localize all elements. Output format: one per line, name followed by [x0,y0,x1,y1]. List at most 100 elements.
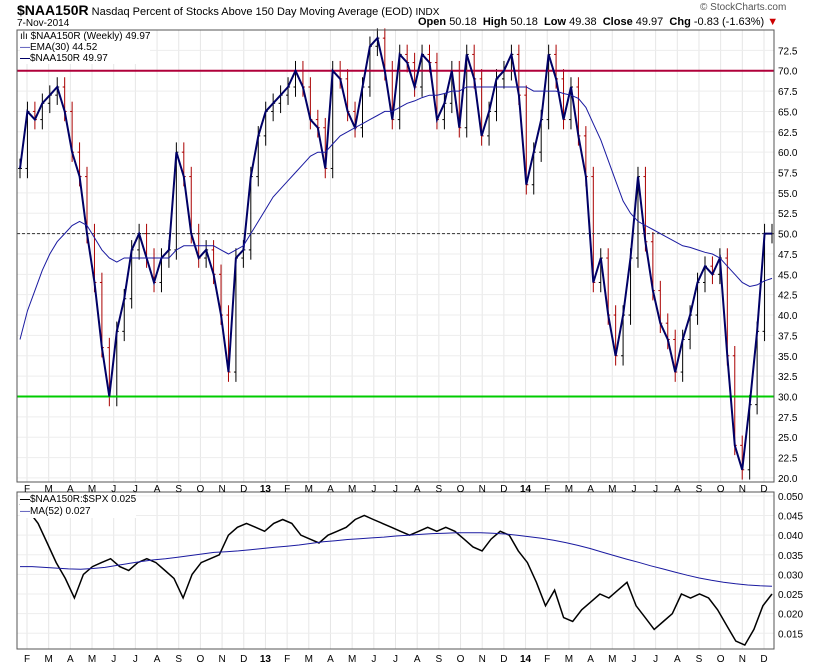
y-tick-label: 0.030 [778,570,803,581]
chart-date: 7-Nov-2014 [17,18,70,29]
x-tick-label: A [67,484,74,495]
x-tick-label: M [45,654,53,665]
ma-line-icon: — [20,506,30,517]
x-tick-label: N [479,654,486,665]
x-tick-label: J [371,654,376,665]
x-tick-label: S [436,484,443,495]
x-tick-label: N [739,654,746,665]
legend-line: —$NAA150R 49.97 [20,53,150,64]
watermark: © StockCharts.com [700,2,787,13]
y-tick-label: 32.5 [778,372,798,383]
x-tick-label: J [631,484,636,495]
y-tick-label: 45.0 [778,270,798,281]
chg-label: Chg [669,16,691,28]
x-tick-label: F [544,484,550,495]
x-tick-label: D [240,654,247,665]
y-tick-label: 67.5 [778,87,798,98]
y-tick-label: 20.0 [778,474,798,485]
ratio-line [19,503,773,647]
x-tick-label: F [284,484,290,495]
x-tick-label: M [88,654,96,665]
lower-y-ticks: 0.050 0.045 0.040 0.035 0.030 0.025 0.020 0.015 [778,492,803,640]
x-tick-label: N [218,484,225,495]
x-tick-label: 13 [260,484,272,495]
open-label: Open [418,16,447,28]
y-tick-label: 72.5 [778,46,798,57]
x-tick-label: O [717,484,725,495]
main-legend: ılı $NAA150R (Weekly) 49.97 —EMA(30) 44.… [20,31,151,64]
x-tick-label: J [371,484,376,495]
legend-ema: —EMA(30) 44.52 [20,42,150,53]
x-tick-label: O [717,654,725,665]
x-tick-label: M [88,484,96,495]
lower-panel-lines [19,503,773,647]
main-panel-frame [16,29,775,483]
lower-panel-frame [16,491,775,650]
x-tick-label: D [760,484,767,495]
x-tick-label: A [414,654,421,665]
ema30-line [19,86,773,340]
x-tick-label: M [305,654,313,665]
low-label: Low [544,16,567,28]
high-label: High [482,16,508,28]
y-tick-label: 47.5 [778,250,798,261]
x-tick-label: N [739,484,746,495]
x-tick-label: F [24,654,30,665]
low-value: 49.38 [569,16,597,28]
legend-main: ılı $NAA150R (Weekly) 49.97 [20,31,150,42]
x-tick-label: M [348,654,356,665]
y-tick-label: 0.015 [778,629,803,640]
x-tick-label: J [653,484,658,495]
y-tick-label: 57.5 [778,169,798,180]
x-tick-label: J [653,654,658,665]
legend-ratio: —$NAA150R:$SPX 0.025 [20,494,136,506]
x-tick-label: D [240,484,247,495]
exchange: INDX [415,7,440,18]
x-tick-label: J [111,484,116,495]
x-tick-label: O [197,484,205,495]
bars-icon: ılı [20,31,28,42]
price-close-line [19,36,772,471]
x-tick-label: S [175,654,182,665]
x-tick-label: O [457,654,465,665]
x-tick-label: J [133,654,138,665]
x-tick-label: A [587,654,594,665]
x-tick-label: A [154,484,161,495]
x-tick-label: J [393,654,398,665]
close-value: 49.97 [635,16,664,28]
x-tick-label: M [565,654,573,665]
y-tick-label: 0.025 [778,590,803,601]
x-tick-label: J [393,484,398,495]
x-tick-label: D [760,654,767,665]
y-tick-label: 0.040 [778,531,803,542]
x-tick-label: M [608,484,616,495]
y-tick-label: 42.5 [778,291,798,302]
legend-line-text: $NAA150R 49.97 [30,53,108,64]
y-tick-label: 55.0 [778,189,798,200]
x-tick-label: F [24,484,30,495]
open-value: 50.18 [449,16,477,28]
y-tick-label: 0.045 [778,512,803,523]
x-tick-label: M [45,484,53,495]
x-tick-label: A [674,484,681,495]
x-tick-label: O [197,654,205,665]
y-tick-label: 0.020 [778,610,803,621]
x-tick-label: S [696,654,703,665]
y-tick-label: 40.0 [778,311,798,322]
y-tick-label: 25.0 [778,433,798,444]
x-tick-label: J [111,654,116,665]
x-tick-label: A [154,654,161,665]
legend-ma: —MA(52) 0.027 [20,506,136,518]
x-tick-label: S [436,654,443,665]
ema-line-icon: — [20,42,30,53]
legend-ma-text: MA(52) 0.027 [30,506,91,517]
main-x-labels: F M A M J J A S O N D 13 F M A M J J A S O N D 14 F M A M J J A S O N D [24,484,768,495]
x-tick-label: A [327,654,334,665]
y-tick-label: 65.0 [778,107,798,118]
legend-main-text: $NAA150R (Weekly) 49.97 [30,31,151,42]
y-tick-label: 50.0 [778,230,798,241]
main-y-ticks: 72.5 70.0 67.5 65.0 62.5 60.0 57.5 55.0 52.5 50.0… [778,46,798,485]
y-tick-label: 22.5 [778,454,798,465]
main-panel-lines [17,36,774,471]
chg-value: -0.83 (-1.63%) [693,16,765,28]
